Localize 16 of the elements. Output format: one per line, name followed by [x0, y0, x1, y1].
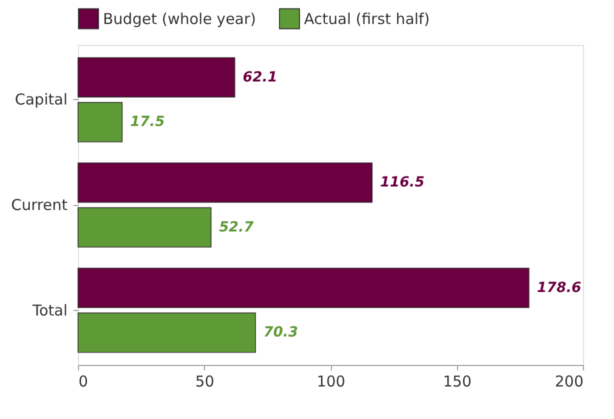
- y-tick-label: Total: [31, 301, 68, 320]
- data-label: 52.7: [219, 219, 254, 236]
- y-tick-label: Current: [11, 196, 68, 214]
- x-tick-label: 150: [442, 372, 472, 390]
- data-label: 17.5: [130, 114, 165, 130]
- x-tick-label: 100: [316, 372, 346, 390]
- x-tick-label: 200: [554, 372, 584, 390]
- x-tick-label: 0: [78, 372, 88, 390]
- data-label: 70.3: [264, 324, 298, 341]
- data-label: 62.1: [242, 69, 278, 86]
- data-label: 178.6: [536, 280, 582, 296]
- x-tick-label: 50: [195, 372, 214, 390]
- data-label: 116.5: [380, 174, 425, 191]
- legend-label: Budget (whole year): [103, 10, 256, 28]
- legend-label: Actual (first half): [304, 10, 430, 28]
- y-tick-label: Capital: [14, 90, 68, 109]
